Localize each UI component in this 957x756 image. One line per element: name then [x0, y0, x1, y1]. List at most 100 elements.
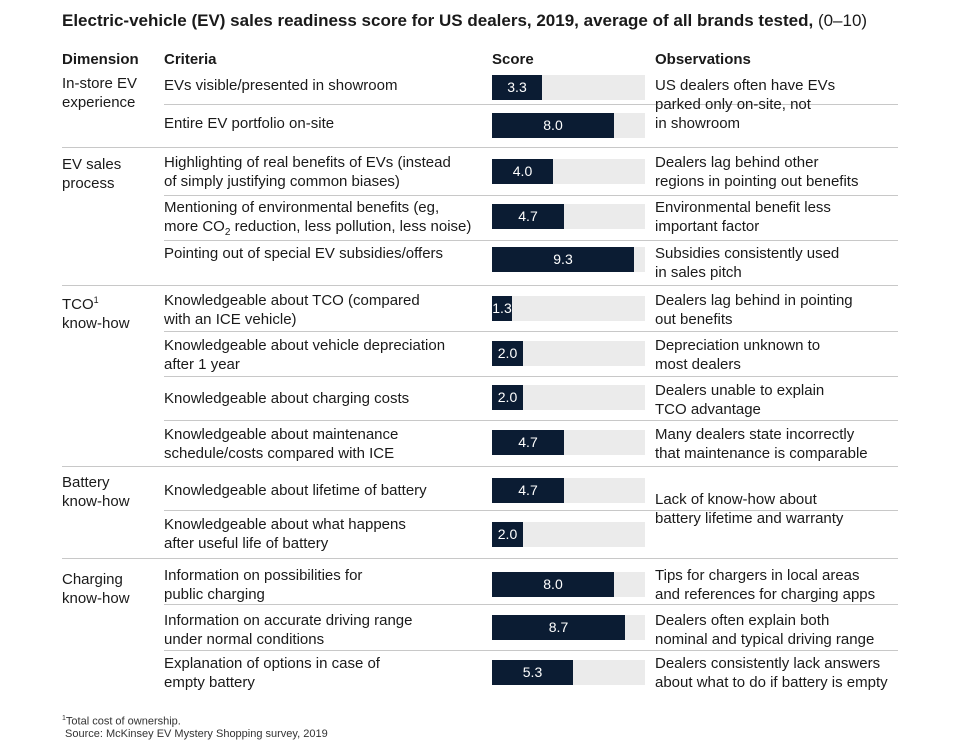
score-track: 4.7 [492, 430, 645, 455]
chart-title: Electric-vehicle (EV) sales readiness sc… [62, 8, 867, 34]
score-value-label: 4.7 [518, 434, 538, 450]
score-track: 5.3 [492, 660, 645, 685]
score-value-label: 9.3 [553, 251, 573, 267]
footnote-marker: 1 [93, 295, 99, 305]
observation-text: Lack of know-how about battery lifetime … [655, 491, 844, 527]
criteria-label: Knowledgeable about TCO (compared with a… [164, 292, 420, 328]
row-divider [164, 331, 898, 332]
observation-text: Dealers consistently lack answers about … [655, 655, 888, 691]
header-dimension: Dimension [62, 51, 139, 68]
group-divider [62, 558, 898, 559]
score-bar [492, 204, 564, 229]
criteria-label: Information on possibilities for public … [164, 567, 363, 603]
footnote-text: Total cost of ownership. [65, 715, 181, 728]
row-divider [164, 104, 898, 105]
score-bar [492, 660, 573, 685]
header-score: Score [492, 51, 534, 68]
row-divider [164, 240, 898, 241]
score-track: 1.3 [492, 296, 645, 321]
criteria-label: Information on accurate driving range un… [164, 612, 413, 648]
observation-text: Dealers unable to explain TCO advantage [655, 382, 825, 418]
score-track: 8.0 [492, 113, 645, 138]
score-value-label: 3.3 [507, 79, 527, 95]
observation-text: Subsidies consistently used in sales pit… [655, 245, 840, 281]
criteria-label: Explanation of options in case of empty … [164, 655, 380, 691]
observation-text: Depreciation unknown to most dealers [655, 337, 821, 373]
criteria-label: Entire EV portfolio on-site [164, 115, 335, 132]
criteria-label: Pointing out of special EV subsidies/off… [164, 245, 444, 262]
group-divider [62, 147, 898, 148]
criteria-subscript: 2 [224, 227, 231, 238]
score-value-label: 4.7 [518, 208, 538, 224]
score-bar [492, 159, 553, 184]
score-value-label: 8.0 [543, 576, 563, 592]
score-bar [492, 478, 564, 503]
criteria-label: Knowledgeable about vehicle depreciation… [164, 337, 446, 373]
criteria-text: Mentioning of environmental benefits (eg… [164, 199, 440, 235]
criteria-label: EVs visible/presented in showroom [164, 77, 398, 94]
observation-text: Dealers lag behind in pointing out benef… [655, 292, 853, 328]
score-track: 3.3 [492, 75, 645, 100]
header-criteria: Criteria [164, 51, 217, 68]
criteria-label: Knowledgeable about lifetime of battery [164, 482, 427, 499]
footnote-number: 1 [62, 715, 66, 722]
score-track: 2.0 [492, 385, 645, 410]
observation-text: Environmental benefit less important fac… [655, 199, 831, 235]
score-bar [492, 522, 523, 547]
score-bar [492, 341, 523, 366]
score-track: 8.7 [492, 615, 645, 640]
source-note: Source: McKinsey EV Mystery Shopping sur… [65, 728, 328, 740]
score-bar [492, 296, 512, 321]
score-value-label: 2.0 [497, 389, 518, 405]
observation-text: Dealers often explain both nominal and t… [655, 612, 875, 648]
dimension-tco: TCO1 know-how [62, 291, 157, 333]
observation-text: Tips for chargers in local areas and ref… [655, 567, 876, 603]
criteria-label: Knowledgeable about what happens after u… [164, 516, 406, 552]
row-divider [164, 510, 898, 511]
score-value-label: 2.0 [497, 526, 518, 542]
observation-text: Dealers lag behind other regions in poin… [655, 154, 859, 190]
score-bar [492, 385, 523, 410]
dimension-tco-label: TCO [62, 296, 94, 313]
dimension-sales-process: EV sales process [62, 156, 122, 192]
dimension-battery: Battery know-how [62, 474, 130, 510]
score-value-label: 4.0 [512, 163, 533, 179]
score-track: 9.3 [492, 247, 645, 272]
header-observations: Observations [655, 51, 751, 68]
score-bar [492, 75, 542, 100]
score-value-label: 4.7 [518, 482, 538, 498]
score-value-label: 8.7 [548, 619, 569, 635]
score-bar [492, 430, 564, 455]
score-bar [492, 113, 614, 138]
score-track: 4.7 [492, 478, 645, 503]
score-bar [492, 572, 614, 597]
row-divider [164, 195, 898, 196]
observation-text: Many dealers state incorrectly that main… [655, 426, 868, 462]
score-track: 2.0 [492, 341, 645, 366]
footnote: 1Total cost of ownership. [62, 712, 181, 729]
dimension-tco-label2: know-how [62, 315, 130, 332]
group-divider [62, 285, 898, 286]
score-bar [492, 615, 625, 640]
score-value-label: 1.3 [492, 300, 512, 316]
group-divider [62, 466, 898, 467]
score-value-label: 2.0 [497, 345, 518, 361]
dimension-in-store: In-store EV experience [62, 75, 138, 111]
score-track: 4.7 [492, 204, 645, 229]
score-track: 2.0 [492, 522, 645, 547]
row-divider [164, 604, 898, 605]
criteria-label: Knowledgeable about charging costs [164, 390, 410, 407]
score-bar [492, 247, 634, 272]
chart-title-main: Electric-vehicle (EV) sales readiness sc… [62, 11, 814, 30]
score-track: 4.0 [492, 159, 645, 184]
criteria-label: Knowledgeable about maintenance schedule… [164, 426, 399, 462]
observation-text: US dealers often have EVs parked only on… [655, 77, 836, 132]
dimension-charging: Charging know-how [62, 571, 130, 607]
row-divider [164, 376, 898, 377]
score-value-label: 5.3 [522, 664, 543, 680]
row-divider [164, 420, 898, 421]
row-divider [164, 650, 898, 651]
score-value-label: 8.0 [543, 117, 563, 133]
criteria-label: Highlighting of real benefits of EVs (in… [164, 154, 451, 190]
criteria-label: Mentioning of environmental benefits (eg… [164, 198, 489, 242]
